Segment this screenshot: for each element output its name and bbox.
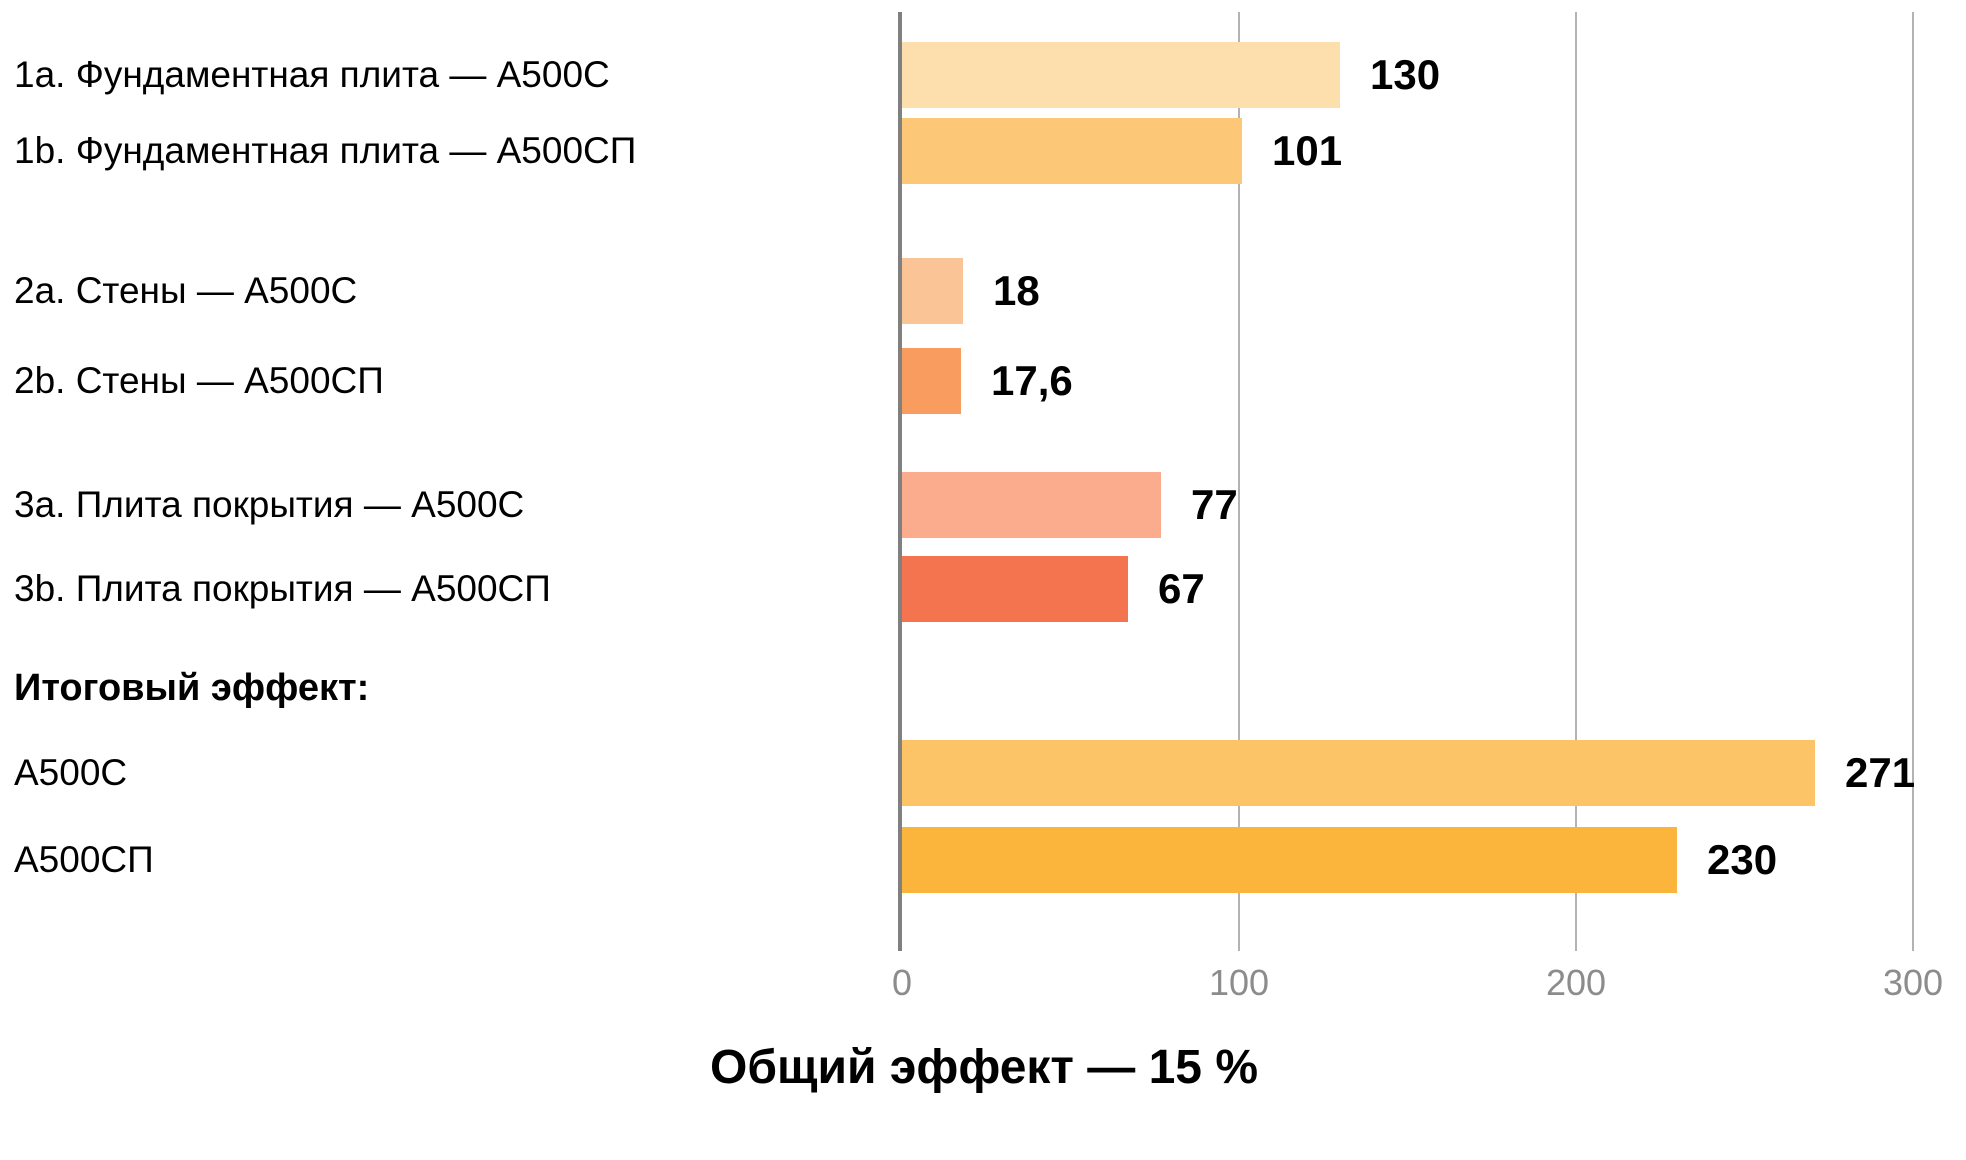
bar-5 <box>902 556 1128 622</box>
section-heading: Итоговый эффект: <box>14 667 370 709</box>
bar-4 <box>902 472 1161 538</box>
bar-2 <box>902 258 963 324</box>
x-tick-label-300: 300 <box>1882 962 1944 1003</box>
value-label-7: 230 <box>1707 836 1778 883</box>
chart-title: Общий эффект — 15 % <box>710 1041 1259 1094</box>
bar-7 <box>902 827 1677 893</box>
row-label-5: 3b. Плита покрытия — А500СП <box>14 568 551 609</box>
value-label-5: 67 <box>1158 565 1205 612</box>
gridline-100 <box>1238 12 1240 951</box>
zero-axis-line <box>898 12 902 951</box>
value-label-0: 130 <box>1370 51 1441 98</box>
row-label-7: А500СП <box>14 839 154 880</box>
bar-3 <box>902 348 961 414</box>
value-label-1: 101 <box>1272 127 1343 174</box>
bar-0 <box>902 42 1340 108</box>
x-tick-label-100: 100 <box>1208 962 1270 1003</box>
gridline-300 <box>1912 12 1914 951</box>
value-label-2: 18 <box>993 267 1040 314</box>
value-label-4: 77 <box>1191 481 1238 528</box>
x-tick-label-200: 200 <box>1545 962 1607 1003</box>
row-label-1: 1b. Фундаментная плита — А500СП <box>14 130 637 171</box>
row-label-3: 2b. Стены — А500СП <box>14 360 384 401</box>
gridline-200 <box>1575 12 1577 951</box>
row-label-0: 1a. Фундаментная плита — А500С <box>14 54 610 95</box>
value-label-6: 271 <box>1845 749 1916 796</box>
bar-6 <box>902 740 1815 806</box>
x-tick-label-0: 0 <box>891 962 913 1003</box>
row-label-2: 2a. Стены — А500С <box>14 270 358 311</box>
row-label-4: 3a. Плита покрытия — А500С <box>14 484 525 525</box>
value-label-3: 17,6 <box>991 357 1073 404</box>
row-label-6: А500С <box>14 752 128 793</box>
bar-1 <box>902 118 1242 184</box>
